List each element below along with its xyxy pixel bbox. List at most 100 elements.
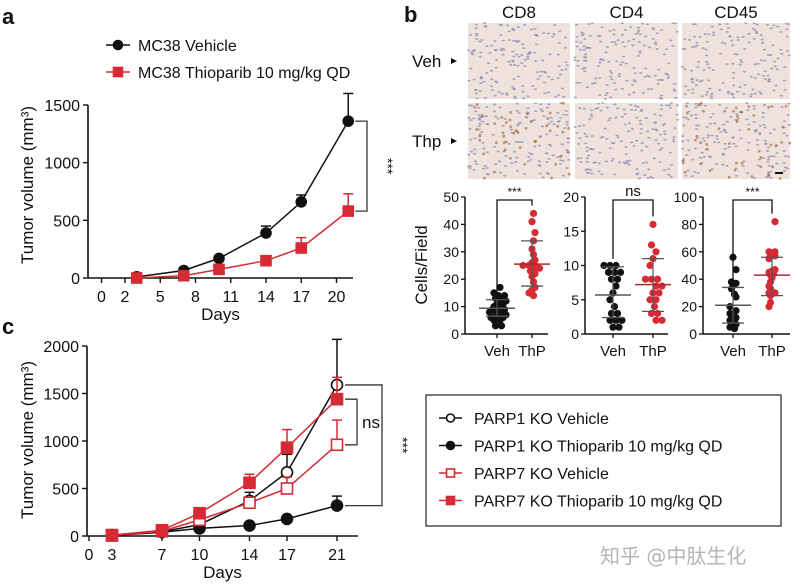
histology-image [680,22,791,100]
nucleus [658,133,662,136]
stained-cell [524,126,528,130]
stained-cell [778,177,782,180]
nucleus [709,97,714,100]
nucleus [512,78,516,81]
data-point [616,268,625,276]
nucleus [608,75,613,78]
nucleus [532,119,536,121]
nucleus [690,114,694,117]
nucleus [573,56,577,59]
nucleus [747,32,751,35]
stained-cell [685,111,689,115]
nucleus [608,117,612,120]
legend-item: PARP1 KO Vehicle [439,411,609,428]
nucleus [658,114,663,117]
nucleus [782,170,787,172]
legend-item: PARP1 KO Thioparib 10 mg/kg QD [439,439,722,456]
nucleus [575,132,579,134]
nucleus [605,84,609,86]
nucleus [579,156,583,159]
x-tick-label: 2 [121,289,130,306]
nucleus [615,134,619,137]
nucleus [682,124,686,127]
nucleus [694,128,699,130]
nucleus [733,53,737,56]
x-tick-label: 14 [257,289,275,306]
nucleus [533,60,538,62]
nucleus [503,165,507,167]
nucleus [752,107,756,110]
significance-bracket [732,199,773,280]
nucleus [604,160,608,163]
nucleus [688,38,692,41]
nucleus [612,82,617,84]
nucleus [499,49,503,52]
data-point [280,512,294,526]
nucleus [536,78,540,80]
nucleus [759,59,764,62]
nucleus [746,109,750,111]
nucleus [753,63,757,66]
nucleus [587,23,591,25]
nucleus [596,107,600,110]
nucleus [605,92,609,95]
nucleus [759,92,763,95]
x-tick-label: ThP [639,343,667,360]
nucleus [498,106,502,109]
nucleus [603,97,607,100]
nucleus [780,52,784,55]
nucleus [565,123,569,126]
nucleus [483,22,487,24]
data-point [243,476,256,490]
nucleus [654,43,658,46]
nucleus [531,85,535,87]
nucleus [526,107,530,110]
stained-cell [723,109,727,113]
data-point [280,466,294,479]
nucleus [598,94,602,97]
y-tick-label: 1000 [44,156,80,173]
nucleus [673,90,677,92]
nucleus [711,33,716,36]
nucleus [668,151,672,154]
tissue-background [682,23,790,99]
y-tick-label: 500 [52,482,79,499]
nucleus [705,40,709,43]
nucleus [723,147,727,150]
nucleus [749,75,753,78]
stained-cell [480,114,484,117]
nucleus [528,51,532,54]
nucleus [710,25,714,28]
nucleus [507,142,511,145]
y-tick-label: 50 [443,189,459,205]
y-tick-label: 1500 [43,387,79,404]
data-point [213,252,225,265]
nucleus [501,39,505,42]
nucleus [769,155,773,157]
nucleus [544,152,548,155]
nucleus [584,169,588,171]
nucleus [783,88,787,91]
nucleus [515,53,519,56]
nucleus [707,67,711,69]
stained-cell [493,170,496,174]
nucleus [702,155,706,158]
nucleus [763,139,767,142]
nucleus [581,124,586,127]
nucleus [758,124,762,127]
nucleus [579,161,583,163]
nucleus [483,24,487,27]
nucleus [694,102,698,105]
nucleus [767,164,771,167]
nucleus [626,40,631,43]
nucleus [556,120,561,123]
nucleus [548,53,552,56]
nucleus [491,133,495,136]
nucleus [534,110,538,113]
nucleus [627,122,632,125]
nucleus [641,162,645,165]
nucleus [496,117,500,120]
nucleus [533,145,537,148]
nucleus [620,22,624,25]
nucleus [537,144,542,147]
